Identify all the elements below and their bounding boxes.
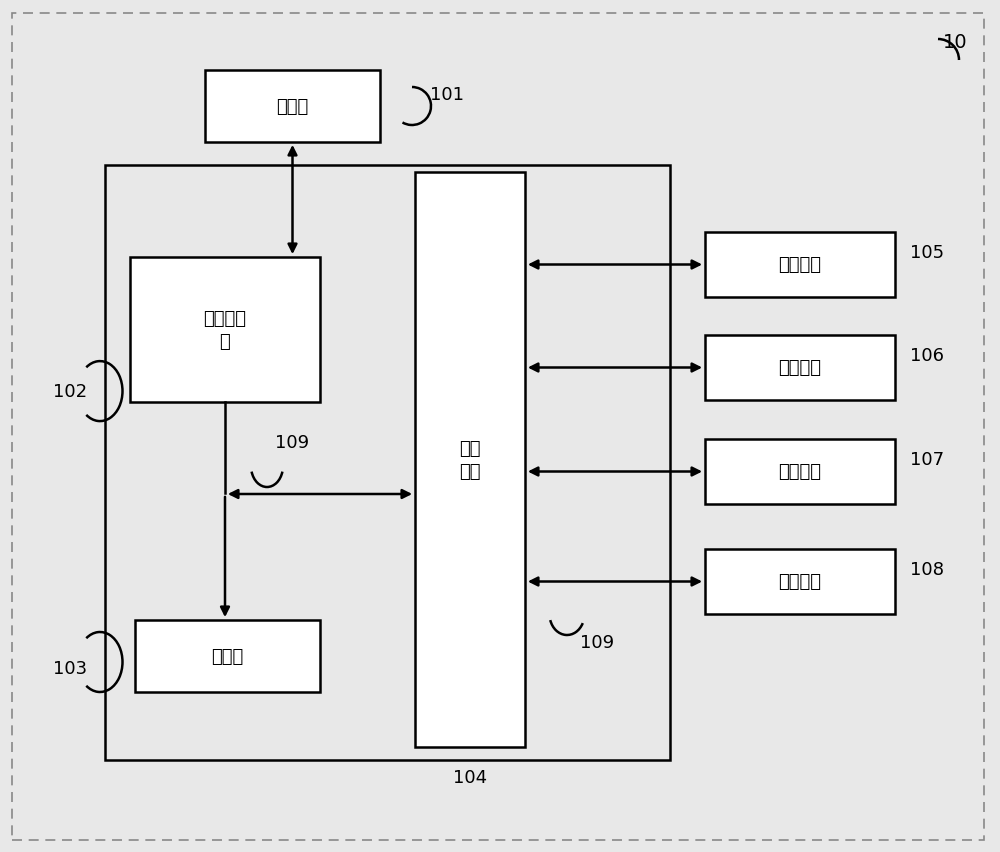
Bar — [105, 166, 670, 760]
Bar — [415, 173, 525, 747]
Text: 102: 102 — [53, 383, 87, 400]
Text: 105: 105 — [910, 245, 944, 262]
Text: 103: 103 — [53, 659, 87, 677]
Bar — [705, 233, 895, 297]
Text: 109: 109 — [580, 633, 614, 651]
Text: 音频模块: 音频模块 — [778, 463, 822, 481]
Text: 处理器: 处理器 — [211, 648, 244, 665]
Text: 射频模块: 射频模块 — [778, 256, 822, 274]
Bar — [705, 440, 895, 504]
Text: 按键模块: 按键模块 — [778, 359, 822, 377]
Text: 存储控制
器: 存储控制 器 — [204, 310, 246, 350]
Text: 109: 109 — [275, 434, 309, 452]
Text: 10: 10 — [943, 33, 967, 53]
Bar — [135, 620, 320, 692]
Bar — [705, 336, 895, 400]
Text: 108: 108 — [910, 561, 944, 579]
Bar — [205, 71, 380, 143]
Text: 107: 107 — [910, 451, 944, 469]
Text: 存储器: 存储器 — [276, 98, 309, 116]
Text: 104: 104 — [453, 769, 487, 786]
Text: 106: 106 — [910, 347, 944, 365]
Text: 外设
接口: 外设 接口 — [459, 440, 481, 480]
Text: 101: 101 — [430, 86, 464, 104]
Text: 触控屏幕: 触控屏幕 — [778, 573, 822, 590]
Bar — [705, 550, 895, 614]
Bar — [130, 257, 320, 402]
